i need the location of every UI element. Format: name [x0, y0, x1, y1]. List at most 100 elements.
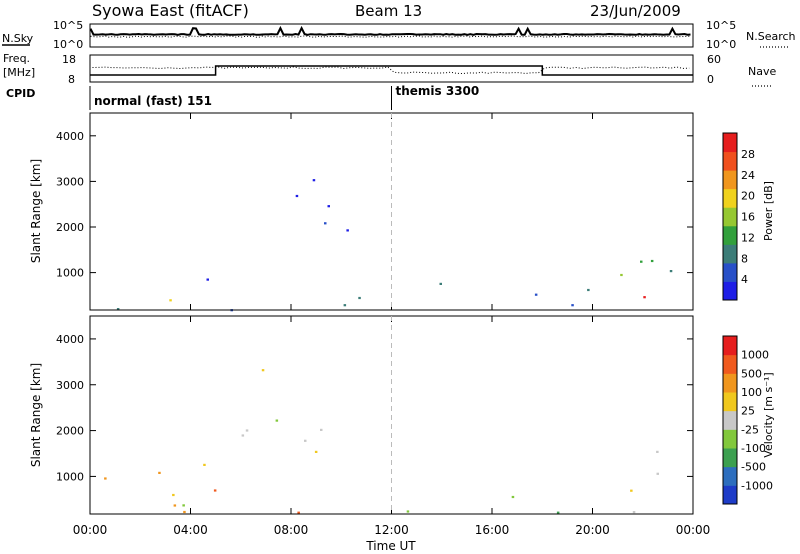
colorbar-tick-label: 500: [741, 367, 762, 380]
colorbar-swatch: [723, 133, 737, 153]
velocity-panel-axes: 1000 2000 3000 4000: [56, 316, 694, 514]
nsearch-label: N.Search: [746, 30, 796, 43]
heatmap-cell: [182, 504, 185, 507]
power-colorbar: 28 24 20 16 12 8 4: [722, 132, 755, 301]
heatmap-cell: [183, 510, 186, 514]
velocity-heatmap-data: [104, 369, 659, 514]
date-title: 23/Jun/2009: [590, 2, 681, 20]
heatmap-cell: [312, 179, 316, 182]
station-title: Syowa East (fitACF): [92, 1, 249, 20]
colorbar-tick-label: 8: [741, 252, 748, 265]
heatmap-cell: [297, 511, 300, 514]
heatmap-cell: [587, 288, 590, 292]
y-tick-label: 3000: [56, 379, 84, 392]
colorbar-swatch: [723, 354, 737, 374]
heatmap-cell: [320, 428, 323, 431]
colorbar-tick-label: -100: [741, 442, 766, 455]
colorbar-swatch: [723, 410, 737, 430]
y-tick-label: 4000: [56, 130, 84, 143]
freq-tick-high: 18: [62, 53, 76, 66]
heatmap-cell: [669, 270, 673, 273]
heatmap-cell: [104, 477, 107, 480]
colorbar-swatch: [723, 392, 737, 412]
heatmap-cell: [571, 304, 574, 307]
x-tick-label: 16:00: [475, 523, 510, 537]
colorbar-tick-label: -1000: [741, 479, 773, 492]
colorbar-tick-label: 28: [741, 148, 755, 161]
freq-tick-low: 8: [68, 73, 75, 86]
cpid-entry-1: themis 3300: [396, 84, 480, 98]
x-tick-label: 04:00: [173, 523, 208, 537]
heatmap-cell: [116, 308, 120, 311]
nave-tick-high: 60: [707, 53, 721, 66]
colorbar-swatch: [723, 170, 737, 190]
velocity-colorbar: 1000 500 100 25 -25 -100 -500 -1000: [722, 335, 773, 505]
noise-left-tick-high: 10^5: [53, 19, 83, 32]
power-heatmap-data: [116, 179, 673, 312]
heatmap-cell: [620, 273, 623, 277]
heatmap-cell: [656, 450, 659, 453]
colorbar-tick-label: -25: [741, 423, 759, 436]
noise-search-line: [90, 35, 691, 38]
heatmap-cell: [241, 434, 245, 437]
colorbar-swatch: [723, 188, 737, 208]
heatmap-cell: [158, 471, 161, 474]
heatmap-cell: [245, 429, 249, 432]
freq-strip-frame: [89, 54, 694, 83]
heatmap-cell: [346, 229, 349, 232]
x-tick-label: 00:00: [676, 523, 711, 537]
colorbar-swatch: [723, 262, 737, 282]
power-ylabel: Slant Range [km]: [29, 159, 43, 263]
heatmap-cell: [206, 278, 209, 281]
heatmap-cell: [511, 495, 515, 499]
heatmap-cell: [632, 511, 636, 514]
velocity-ylabel: Slant Range [km]: [29, 363, 43, 467]
noise-sky-line: [89, 25, 691, 36]
colorbar-tick-label: 4: [741, 273, 748, 286]
x-tick-label: 00:00: [73, 523, 108, 537]
heatmap-cell: [327, 205, 330, 208]
freq-label-2: [MHz]: [3, 66, 35, 79]
heatmap-cell: [556, 511, 560, 514]
colorbar-swatch: [723, 448, 737, 468]
heatmap-cell: [643, 296, 646, 299]
colorbar-tick-label: 24: [741, 169, 755, 182]
heatmap-cell: [656, 472, 659, 475]
colorbar-tick-label: 1000: [741, 349, 769, 362]
colorbar-swatch: [723, 336, 737, 356]
heatmap-cell: [304, 439, 307, 442]
x-tick-label: 20:00: [575, 523, 610, 537]
y-tick-label: 4000: [56, 333, 84, 346]
cpid-label: CPID: [6, 87, 35, 100]
colorbar-tick-label: 16: [741, 211, 755, 224]
heatmap-cell: [172, 493, 175, 497]
heatmap-cell: [324, 222, 327, 225]
heatmap-cell: [173, 504, 177, 507]
noise-right-tick-low: 10^0: [706, 38, 736, 51]
heatmap-cell: [203, 463, 206, 466]
beam-title: Beam 13: [355, 2, 422, 20]
heatmap-cell: [169, 299, 172, 302]
colorbar-tick-label: 20: [741, 190, 755, 203]
power-colorbar-label: Power [dB]: [762, 181, 775, 241]
colorbar-swatch: [723, 429, 737, 449]
heatmap-cell: [275, 419, 279, 422]
heatmap-cell: [439, 282, 442, 285]
y-tick-label: 1000: [56, 470, 84, 483]
colorbar-swatch: [723, 373, 737, 393]
y-tick-label: 2000: [56, 221, 84, 234]
heatmap-cell: [213, 489, 217, 492]
heatmap-cell: [534, 293, 538, 296]
colorbar-tick-label: 25: [741, 405, 755, 418]
velocity-colorbar-label: Velocity [m s⁻¹]: [762, 372, 775, 457]
heatmap-cell: [314, 450, 318, 453]
colorbar-frame: [722, 335, 738, 505]
nave-tick-low: 0: [707, 73, 714, 86]
x-tick-label: 12:00: [374, 523, 409, 537]
y-tick-label: 3000: [56, 175, 84, 188]
noise-right-tick-high: 10^5: [706, 19, 736, 32]
colorbar-swatch: [723, 466, 737, 486]
colorbar-frame: [722, 132, 738, 301]
colorbar-swatch: [723, 281, 737, 301]
